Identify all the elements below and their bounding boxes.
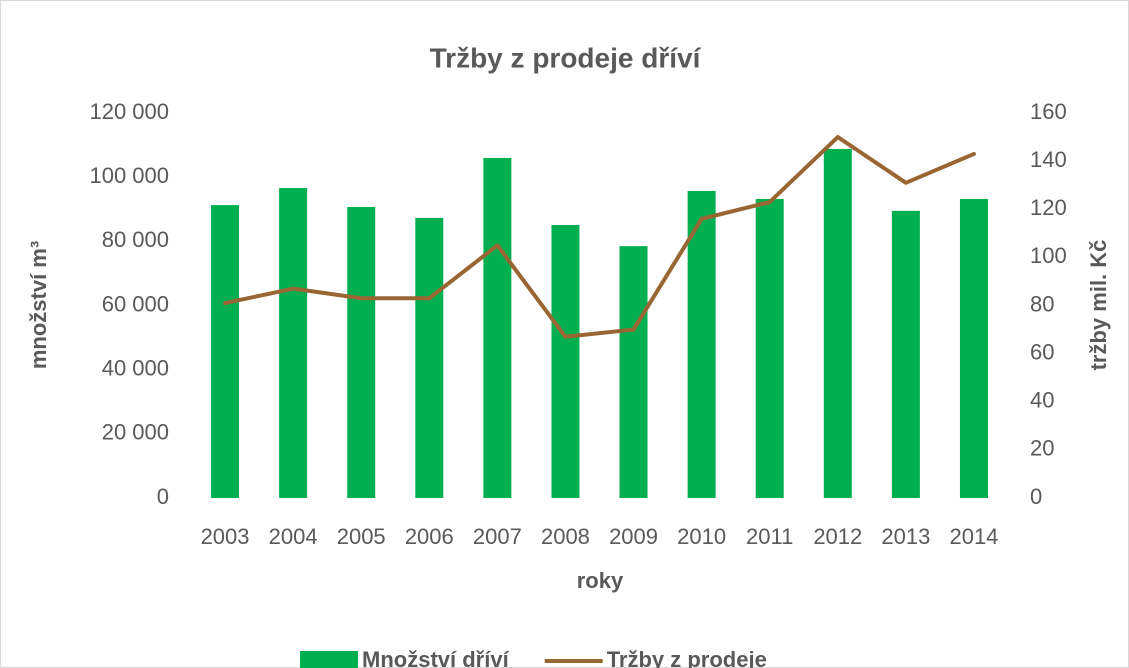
- bar: [551, 224, 580, 499]
- bar: [347, 207, 376, 499]
- y-tick-label: 40 000: [102, 355, 169, 380]
- line-series: [223, 135, 976, 339]
- y2-tick-label: 40: [1030, 388, 1054, 413]
- legend-label: Tržby z prodeje: [607, 647, 767, 668]
- y-tick-label: 60 000: [102, 291, 169, 316]
- bar: [755, 198, 784, 498]
- bar: [483, 157, 512, 498]
- x-tick-label: 2006: [405, 524, 454, 549]
- y-axis-label: množství m³: [26, 241, 51, 369]
- y-tick-label: 20 000: [102, 420, 169, 445]
- bar: [619, 246, 648, 498]
- x-tick-label: 2014: [949, 524, 998, 549]
- x-axis-label: roky: [577, 568, 624, 593]
- legend-label: Množství dříví: [362, 647, 510, 668]
- bar: [279, 188, 308, 498]
- x-tick-label: 2009: [609, 524, 658, 549]
- bar: [415, 217, 444, 498]
- x-tick-label: 2011: [746, 524, 793, 549]
- y-tick-label: 0: [157, 484, 169, 509]
- bar: [891, 210, 920, 498]
- y2-tick-label: 20: [1030, 436, 1054, 461]
- y2-tick-label: 80: [1030, 291, 1054, 316]
- x-tick-label: 2012: [813, 524, 862, 549]
- x-tick-label: 2003: [201, 524, 250, 549]
- x-tick-label: 2005: [337, 524, 386, 549]
- y2-tick-label: 100: [1030, 243, 1067, 268]
- bar: [823, 148, 852, 498]
- bar: [959, 198, 988, 498]
- y-tick-label: 120 000: [89, 99, 169, 124]
- y2-tick-label: 0: [1030, 484, 1042, 509]
- legend-swatch: [300, 651, 358, 668]
- x-tick-label: 2004: [269, 524, 318, 549]
- y2-tick-label: 60: [1030, 339, 1054, 364]
- x-tick-label: 2008: [541, 524, 590, 549]
- y-tick-label: 80 000: [102, 227, 169, 252]
- x-tick-label: 2007: [473, 524, 522, 549]
- bar: [687, 190, 716, 498]
- x-tick-label: 2013: [881, 524, 930, 549]
- bar: [211, 205, 240, 498]
- y-tick-label: 100 000: [89, 163, 169, 188]
- chart-title: Tržby z prodeje dříví: [430, 42, 702, 73]
- y2-tick-label: 160: [1030, 99, 1067, 124]
- x-tick-label: 2010: [677, 524, 726, 549]
- y2-tick-label: 120: [1030, 195, 1067, 220]
- y2-axis-label: tržby mil. Kč: [1086, 240, 1111, 371]
- y2-tick-label: 140: [1030, 147, 1067, 172]
